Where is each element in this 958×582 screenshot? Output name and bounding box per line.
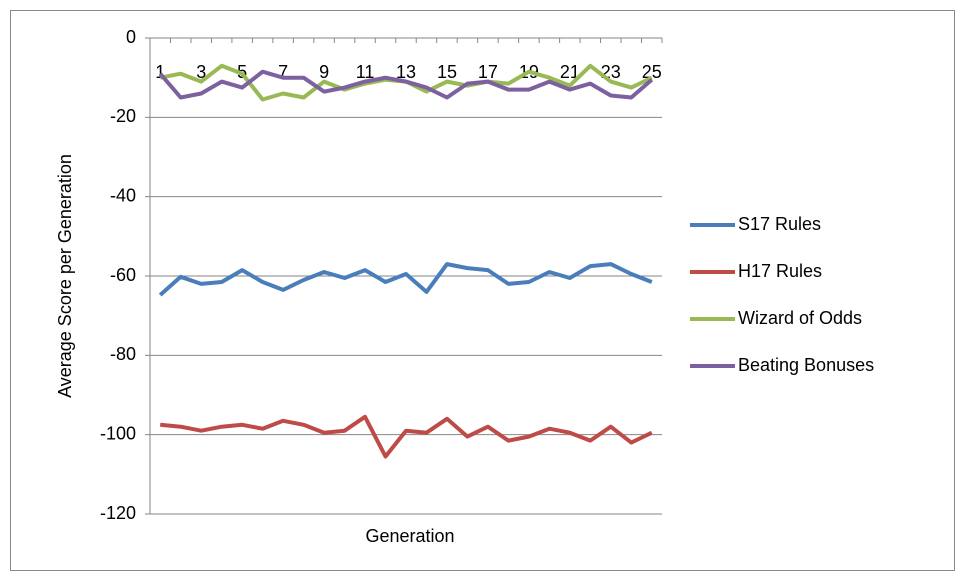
series-line [158,262,653,297]
y-tick-label: -120 [100,503,136,523]
x-tick-label: 17 [478,62,498,82]
y-tick-label: -20 [110,106,136,126]
x-tick-label: 3 [196,62,206,82]
legend-label: S17 Rules [738,214,821,234]
legend-label: H17 Rules [738,261,822,281]
x-tick-label: 11 [356,62,375,82]
series-line [160,414,653,459]
x-tick-label: 13 [396,62,416,82]
x-tick-label: 7 [278,62,288,82]
x-tick-label: 21 [560,62,580,82]
x-tick-label: 23 [601,62,621,82]
y-tick-label: -60 [110,265,136,285]
x-tick-label: 9 [319,62,329,82]
x-axis-title: Generation [365,526,454,546]
y-tick-label: -100 [100,423,136,443]
chart-border [10,10,955,571]
y-tick-label: 0 [126,27,136,47]
series-line [158,69,654,100]
x-tick-label: 15 [437,62,457,82]
legend-label: Beating Bonuses [738,355,874,375]
x-tick-label: 1 [155,62,165,82]
legend-label: Wizard of Odds [738,308,862,328]
y-tick-label: -80 [110,344,136,364]
y-tick-label: -40 [110,185,136,205]
x-tick-label: 25 [642,62,662,82]
y-axis-title: Average Score per Generation [55,154,75,398]
